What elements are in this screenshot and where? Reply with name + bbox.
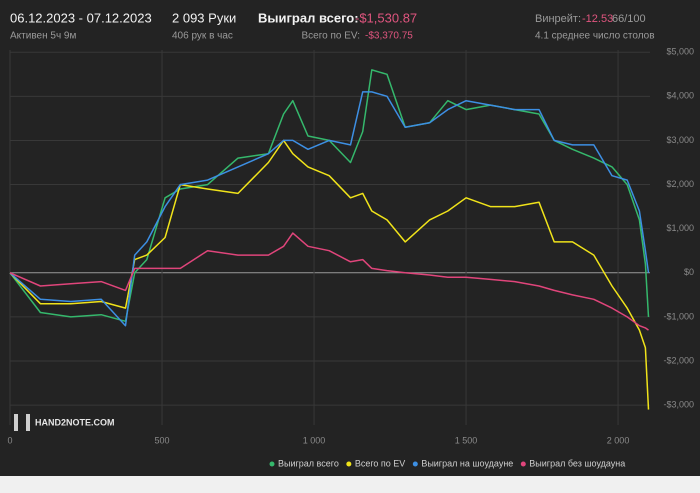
x-tick-label: 500: [155, 435, 170, 445]
legend-label: Выиграл всего: [278, 458, 339, 468]
series-line: [9, 232, 649, 331]
y-tick-label: -$2,000: [663, 355, 694, 365]
dates: 06.12.2023 - 07.12.2023: [10, 10, 152, 25]
legend-marker: [412, 461, 418, 467]
legend-marker: [520, 461, 526, 467]
logo: HAND2NOTE.COM: [35, 417, 115, 427]
legend-label: Выиграл на шоудауне: [421, 458, 513, 468]
active-time: Активен 5ч 9м: [10, 31, 76, 42]
series-line: [9, 139, 650, 410]
won-value: -$1,530.87: [355, 10, 417, 25]
won-label: Выиграл всего:: [258, 10, 359, 25]
ev-value: -$3,370.75: [365, 31, 413, 42]
hands: 2 093 Руки: [172, 10, 236, 25]
x-tick-label: 2 000: [607, 435, 630, 445]
x-tick-label: 1 500: [455, 435, 478, 445]
legend-marker: [346, 461, 352, 467]
y-tick-label: $2,000: [666, 179, 694, 189]
legend-marker: [269, 461, 275, 467]
background: [0, 0, 700, 476]
series-line: [9, 69, 650, 323]
ev-label: Всего по EV:: [301, 31, 360, 42]
y-tick-label: $0: [684, 267, 694, 277]
x-tick-label: 1 000: [303, 435, 326, 445]
legend-label: Выиграл без шоудауна: [529, 458, 625, 468]
series-line: [9, 91, 650, 327]
y-tick-label: $5,000: [666, 47, 694, 57]
logo-icon: [14, 414, 18, 431]
winrate-value: -12.53: [582, 13, 613, 25]
y-tick-label: -$3,000: [663, 400, 694, 410]
legend-label: Всего по EV: [355, 458, 405, 468]
winrate-sample: 66/100: [612, 13, 646, 25]
hands-per-hour: 406 рук в час: [172, 31, 233, 42]
y-tick-label: $3,000: [666, 135, 694, 145]
logo-icon: [26, 414, 30, 431]
x-tick-label: 0: [7, 435, 12, 445]
y-tick-label: $1,000: [666, 223, 694, 233]
y-tick-label: $4,000: [666, 91, 694, 101]
tables: 4.1 среднее число столов: [535, 31, 655, 42]
winrate-label: Винрейт:: [535, 13, 581, 25]
y-tick-label: -$1,000: [663, 311, 694, 321]
